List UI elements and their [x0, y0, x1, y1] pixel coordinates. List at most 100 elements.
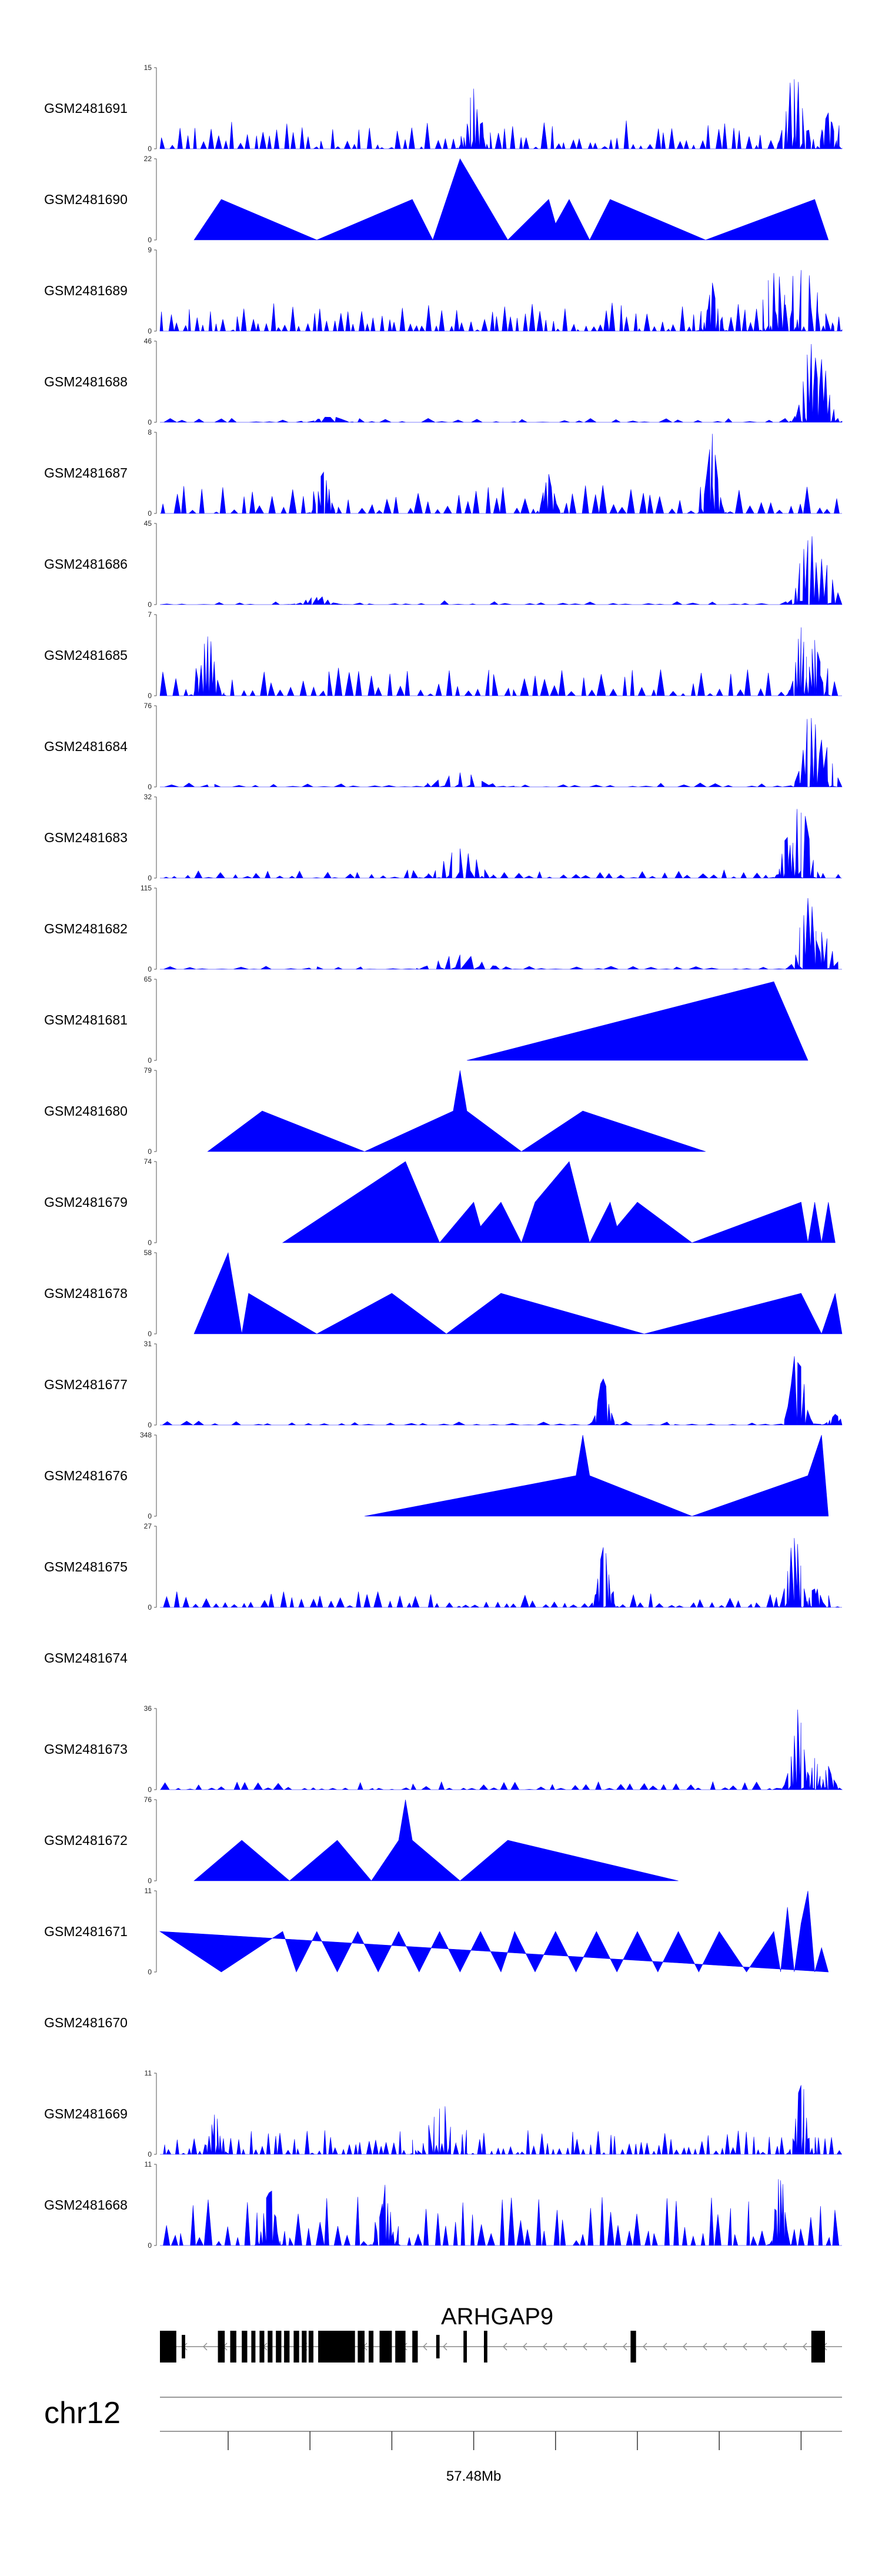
track-label: GSM2481671 [44, 1924, 128, 1939]
coverage-signal [193, 1799, 679, 1881]
strand-arrow [443, 2343, 447, 2351]
y-axis-min-label: 0 [148, 418, 152, 426]
track-gsm2481676: GSM2481676 348 0 [44, 1431, 829, 1520]
track-label: GSM2481680 [44, 1103, 128, 1119]
y-axis-min-label: 0 [148, 1512, 152, 1520]
strand-arrow [683, 2343, 687, 2351]
coverage-signal [159, 79, 843, 149]
exon [811, 2331, 825, 2363]
track-gsm2481686: GSM2481686 45 0 [44, 519, 843, 609]
y-axis-max-label: 31 [144, 1340, 152, 1348]
y-axis-max-label: 15 [144, 64, 152, 72]
track-label: GSM2481691 [44, 101, 128, 116]
y-axis-max-label: 36 [144, 1704, 152, 1713]
strand-arrow [203, 2343, 208, 2351]
track-gsm2481677: GSM2481677 31 0 [44, 1340, 843, 1429]
track-label: GSM2481674 [44, 1650, 128, 1666]
track-gsm2481685: GSM2481685 7 0 [44, 610, 842, 700]
track-gsm2481674: GSM2481674 [44, 1650, 128, 1666]
strand-arrow [783, 2343, 787, 2351]
coverage-signal [160, 536, 843, 605]
strand-arrow [723, 2343, 727, 2351]
track-label: GSM2481678 [44, 1286, 128, 1301]
coverage-signal [159, 270, 843, 332]
track-label: GSM2481677 [44, 1377, 128, 1392]
exon [268, 2331, 273, 2363]
track-gsm2481684: GSM2481684 76 0 [44, 702, 843, 791]
coverage-signal [160, 809, 842, 879]
y-axis-min-label: 0 [148, 692, 152, 700]
y-axis-max-label: 76 [144, 1796, 152, 1804]
exon [160, 2331, 176, 2363]
track-gsm2481683: GSM2481683 32 0 [44, 793, 842, 882]
y-axis-min-label: 0 [148, 327, 152, 335]
track-label: GSM2481668 [44, 2197, 128, 2213]
exon [259, 2331, 265, 2363]
track-label: GSM2481689 [44, 283, 128, 298]
coverage-signal [466, 981, 808, 1061]
coverage-signal [207, 1070, 706, 1152]
y-axis-min-label: 0 [148, 1421, 152, 1429]
y-axis-max-label: 9 [148, 246, 152, 254]
y-axis-min-label: 0 [148, 1147, 152, 1156]
exon [369, 2331, 374, 2363]
strand-arrow [763, 2343, 767, 2351]
coverage-signal [160, 343, 843, 423]
track-gsm2481682: GSM2481682 115 0 [44, 884, 842, 973]
exon [251, 2331, 256, 2363]
y-axis-min-label: 0 [148, 965, 152, 973]
y-axis-max-label: 11 [145, 2069, 152, 2077]
track-label: GSM2481687 [44, 465, 128, 481]
track-label: GSM2481683 [44, 830, 128, 845]
y-axis-max-label: 58 [144, 1249, 152, 1257]
strand-arrow [523, 2343, 527, 2351]
genome-axis: chr12 57.48Mb [44, 2396, 842, 2484]
exon [284, 2331, 290, 2363]
coverage-signal [159, 627, 842, 696]
track-gsm2481678: GSM2481678 58 0 [44, 1249, 843, 1338]
track-gsm2481688: GSM2481688 46 0 [44, 337, 843, 426]
coverage-signal [160, 1538, 842, 1608]
y-axis-max-label: 11 [145, 2160, 152, 2168]
y-axis-max-label: 22 [144, 155, 152, 163]
exon [302, 2331, 307, 2363]
track-gsm2481669: GSM2481669 11 0 [44, 2069, 842, 2158]
strand-arrow [543, 2343, 547, 2351]
exon [395, 2331, 406, 2363]
coverage-signal [160, 1709, 843, 1791]
y-axis-min-label: 0 [148, 2241, 152, 2250]
track-gsm2481672: GSM2481672 76 0 [44, 1796, 679, 1885]
coverage-signal [160, 2179, 842, 2246]
coverage-signal [160, 1356, 843, 1426]
exon [412, 2331, 418, 2363]
track-gsm2481687: GSM2481687 8 0 [44, 428, 842, 518]
gene-track: ARHGAP9 [160, 2304, 842, 2363]
track-label: GSM2481675 [44, 1559, 128, 1574]
y-axis-min-label: 0 [148, 783, 152, 791]
y-axis-min-label: 0 [148, 874, 152, 882]
track-gsm2481679: GSM2481679 74 0 [44, 1157, 836, 1247]
track-label: GSM2481672 [44, 1833, 128, 1848]
y-axis-max-label: 45 [144, 519, 152, 528]
strand-arrow [603, 2343, 607, 2351]
y-axis-min-label: 0 [148, 1239, 152, 1247]
y-axis-min-label: 0 [148, 509, 152, 518]
exon [484, 2331, 487, 2363]
exon [630, 2331, 636, 2363]
exon [308, 2331, 313, 2363]
y-axis-max-label: 46 [144, 337, 152, 345]
coverage-signal [160, 897, 842, 970]
track-gsm2481675: GSM2481675 27 0 [44, 1522, 842, 1611]
strand-arrow [643, 2343, 647, 2351]
y-axis-min-label: 0 [148, 1877, 152, 1885]
coverage-signal [282, 1161, 836, 1243]
y-axis-max-label: 79 [144, 1066, 152, 1075]
track-gsm2481673: GSM2481673 36 0 [44, 1704, 843, 1794]
strand-arrow [743, 2343, 747, 2351]
track-gsm2481670: GSM2481670 [44, 2015, 128, 2030]
coverage-signal [159, 1890, 829, 1973]
track-gsm2481680: GSM2481680 79 0 [44, 1066, 706, 1156]
y-axis-max-label: 8 [148, 428, 152, 436]
coverage-signal [160, 2085, 842, 2155]
